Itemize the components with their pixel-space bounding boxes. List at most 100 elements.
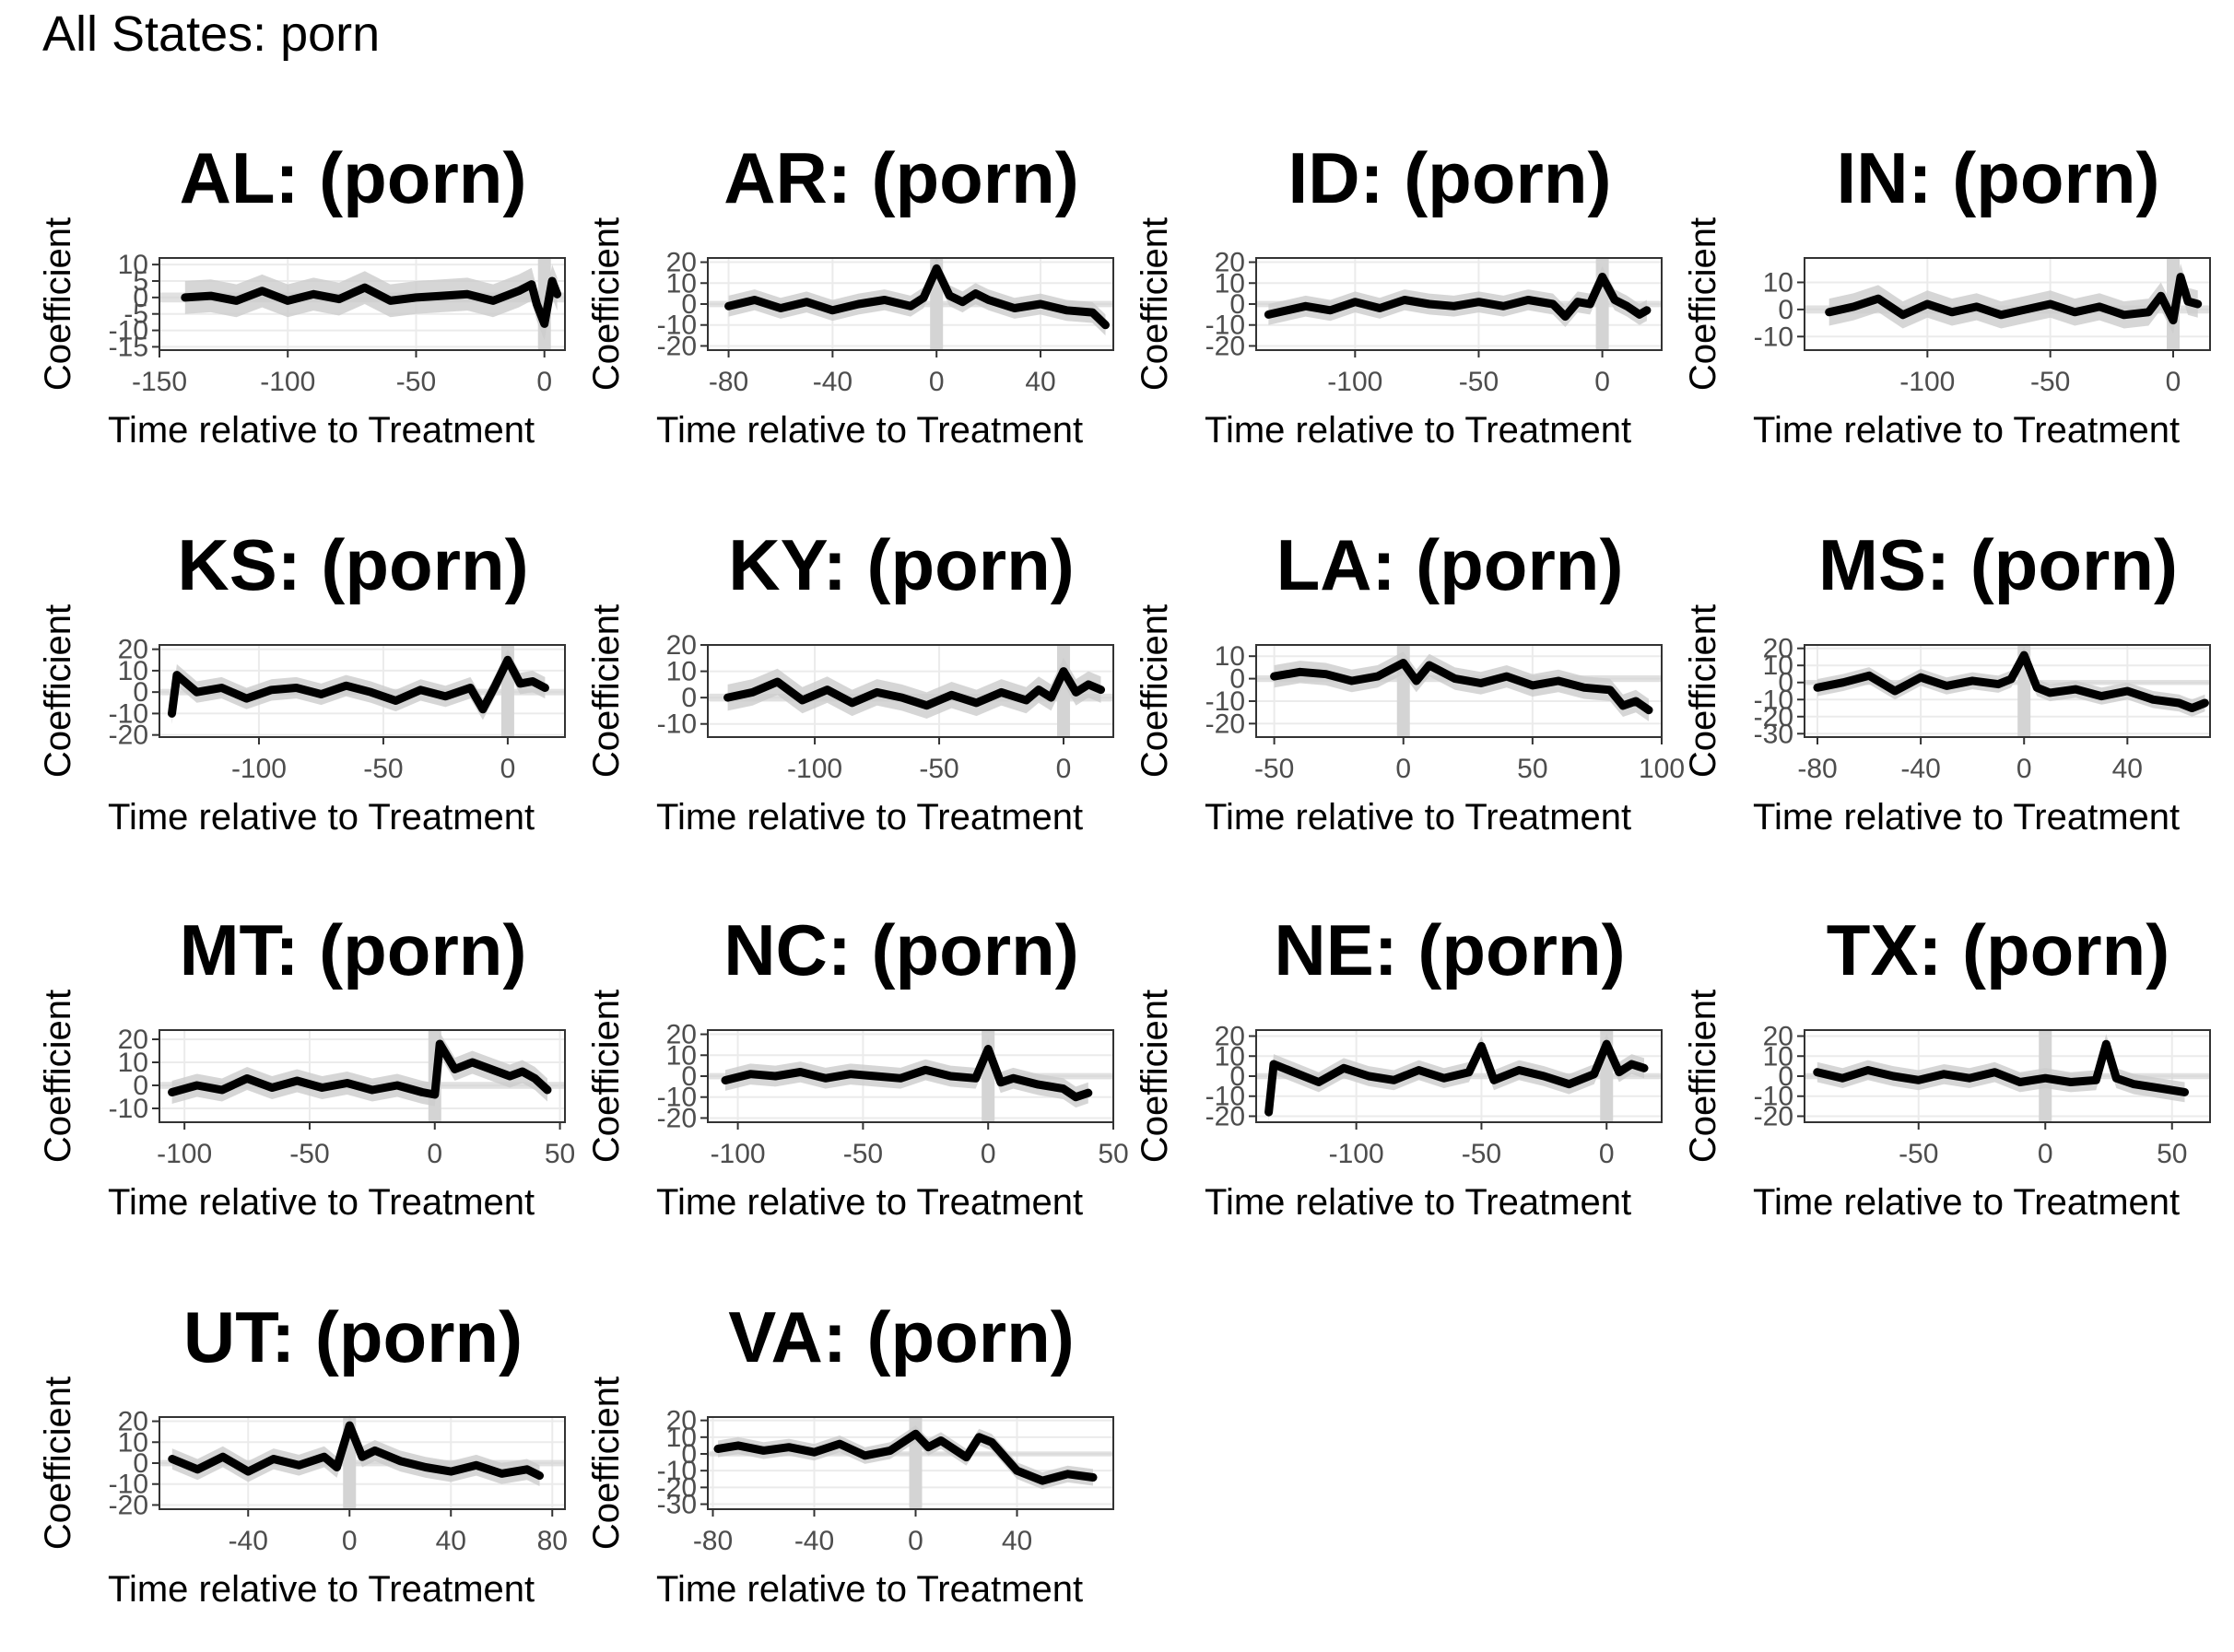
- confidence-ribbon: [1268, 266, 1647, 327]
- y-axis-title: Coefficient: [1683, 217, 1723, 391]
- x-axis-title: Time relative to Treatment: [656, 410, 1083, 451]
- x-tick-label: -40: [813, 367, 852, 397]
- panel-title: KS: (porn): [177, 524, 528, 605]
- y-tick-label: -10: [1754, 1082, 1793, 1112]
- coefficient-line: [168, 1039, 552, 1099]
- panel-frame: [1804, 644, 2211, 738]
- x-tick-label: -150: [132, 367, 187, 397]
- y-tick-label: 20: [118, 1407, 148, 1437]
- x-tick-label: -100: [260, 367, 315, 397]
- confidence-ribbon: [1828, 263, 2198, 334]
- x-tick-label: -100: [711, 1139, 766, 1169]
- y-tick-label: 10: [1763, 267, 1793, 298]
- y-tick-label: 0: [1778, 295, 1793, 325]
- y-tick-label: -10: [1754, 685, 1793, 715]
- coefficient-line: [1264, 273, 1652, 322]
- x-tick-label: -50: [2030, 367, 2070, 397]
- y-tick-label: 10: [666, 1040, 697, 1071]
- y-tick-label: -10: [109, 1470, 148, 1500]
- y-tick-label: -20: [109, 721, 148, 751]
- y-tick-label: -10: [1205, 310, 1245, 341]
- x-tick-label: 0: [1594, 367, 1610, 397]
- coefficient-line: [724, 264, 1110, 330]
- coefficient-line: [723, 667, 1105, 710]
- x-tick-label: 100: [1639, 754, 1685, 784]
- panel-title: NE: (porn): [1274, 909, 1625, 990]
- confidence-ribbon: [728, 258, 1106, 336]
- x-tick-label: 0: [2166, 367, 2181, 397]
- x-tick-label: 50: [1098, 1139, 1128, 1169]
- y-tick-label: 10: [118, 656, 148, 686]
- x-tick-label: -100: [1327, 367, 1382, 397]
- x-tick-label: -100: [231, 754, 287, 784]
- x-tick-label: 0: [536, 367, 552, 397]
- x-tick-label: 50: [1517, 754, 1547, 784]
- y-tick-label: -10: [1205, 686, 1245, 717]
- panel-frame: [159, 1029, 566, 1123]
- y-tick-label: -10: [657, 709, 697, 740]
- x-tick-label: -80: [709, 367, 748, 397]
- confidence-ribbon: [1817, 1034, 2185, 1103]
- y-axis-title: Coefficient: [1683, 604, 1723, 778]
- y-axis-title: Coefficient: [1135, 990, 1175, 1163]
- x-tick-label: 50: [2157, 1139, 2187, 1169]
- x-tick-label: 0: [929, 367, 945, 397]
- confidence-ribbon: [727, 658, 1101, 719]
- confidence-ribbon: [1274, 651, 1649, 721]
- x-axis-title: Time relative to Treatment: [1753, 410, 2180, 451]
- x-tick-label: 50: [545, 1139, 575, 1169]
- y-tick-label: -20: [1205, 709, 1245, 739]
- y-tick-label: 0: [133, 677, 148, 708]
- x-axis-title: Time relative to Treatment: [656, 797, 1083, 838]
- x-tick-label: 80: [537, 1526, 568, 1556]
- y-tick-label: 20: [666, 248, 697, 278]
- y-tick-label: 0: [1229, 1061, 1245, 1092]
- y-tick-label: -10: [109, 316, 148, 346]
- y-tick-label: 20: [118, 1025, 148, 1055]
- panel-la: LA: (porn)100-10-20-50 0 50 100CoefficientT…: [1135, 524, 1685, 838]
- x-axis-title: Time relative to Treatment: [1753, 1182, 2180, 1223]
- panel-frame: [707, 644, 1114, 738]
- x-tick-label: 0: [1395, 754, 1411, 784]
- y-tick-label: 0: [1778, 668, 1793, 698]
- y-tick-label: 20: [666, 1020, 697, 1050]
- x-tick-label: -100: [157, 1139, 212, 1169]
- x-axis-title: Time relative to Treatment: [1205, 410, 1631, 451]
- panel-title: UT: (porn): [183, 1296, 523, 1377]
- panel-frame: [707, 1416, 1114, 1510]
- y-axis-title: Coefficient: [586, 990, 627, 1163]
- y-tick-label: 10: [666, 1423, 697, 1453]
- coefficient-line: [1813, 650, 2209, 712]
- x-tick-label: -40: [229, 1526, 268, 1556]
- y-tick-label: 10: [1215, 1041, 1245, 1072]
- x-tick-label: 0: [1599, 1139, 1615, 1169]
- x-tick-label: 0: [342, 1526, 358, 1556]
- y-tick-label: 5: [133, 266, 148, 297]
- page-title: All States: porn: [42, 6, 381, 62]
- y-tick-label: -20: [657, 331, 697, 361]
- y-tick-label: -10: [109, 1094, 148, 1124]
- x-axis-title: Time relative to Treatment: [108, 797, 535, 838]
- y-tick-label: -20: [657, 1472, 697, 1503]
- x-tick-label: -40: [794, 1526, 834, 1556]
- y-tick-label: 10: [1763, 1041, 1793, 1072]
- panel-title: AR: (porn): [723, 137, 1079, 218]
- y-tick-label: 0: [681, 1439, 697, 1470]
- panel-title: AL: (porn): [180, 137, 527, 218]
- x-tick-label: -40: [1900, 754, 1940, 784]
- y-tick-label: 0: [133, 283, 148, 313]
- x-tick-label: 40: [436, 1526, 466, 1556]
- y-tick-label: 0: [681, 1061, 697, 1092]
- x-tick-label: -100: [1899, 367, 1955, 397]
- y-tick-label: 0: [133, 1448, 148, 1479]
- y-tick-label: -20: [1754, 1101, 1793, 1131]
- x-tick-label: -50: [1254, 754, 1294, 784]
- y-tick-label: 0: [1229, 664, 1245, 695]
